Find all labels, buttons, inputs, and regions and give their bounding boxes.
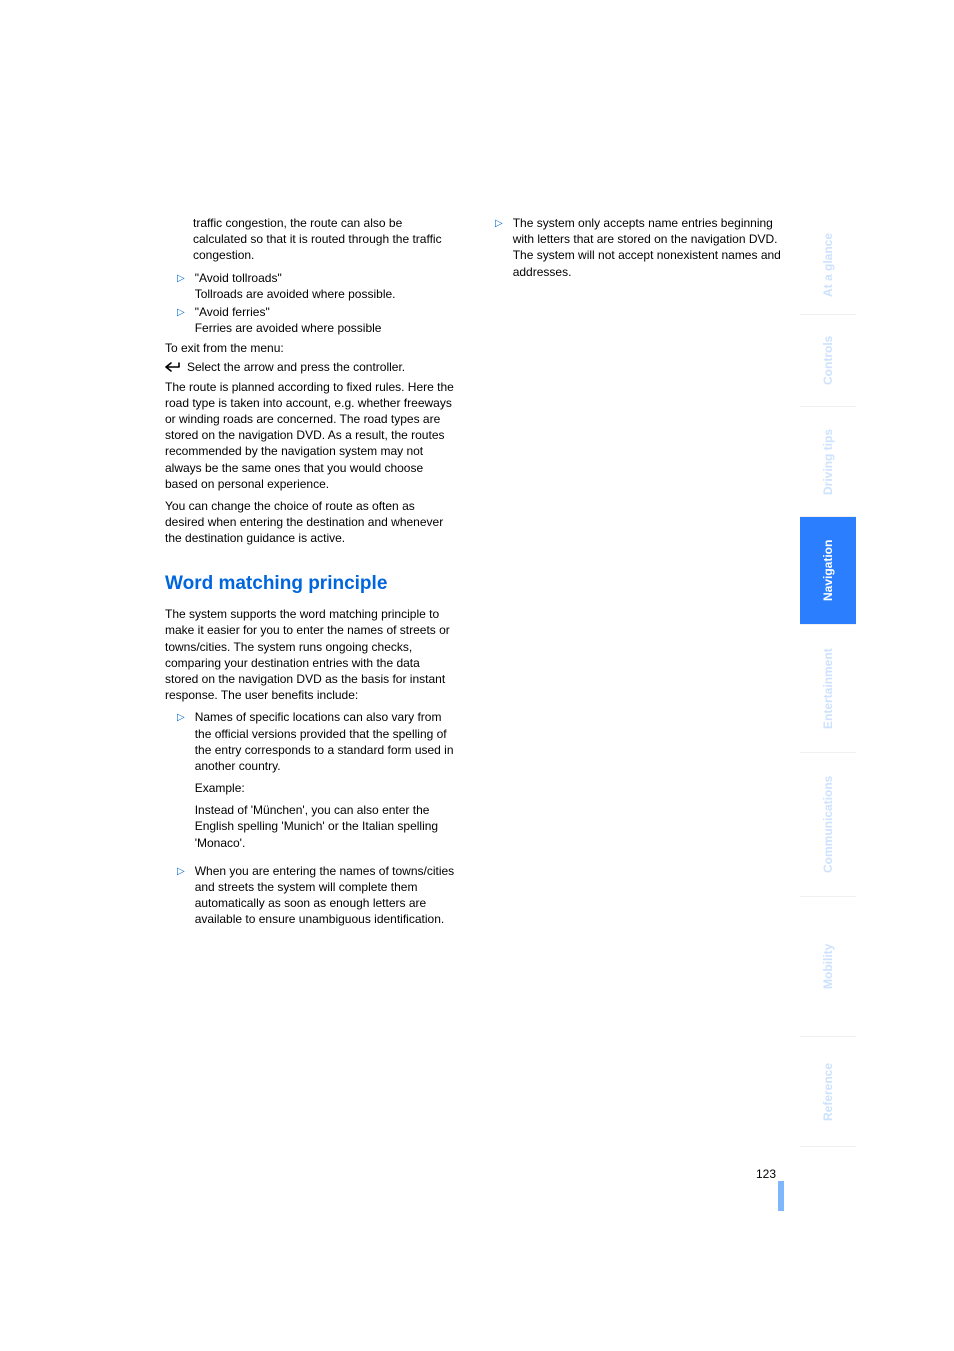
triangle-marker-icon: ▷ (177, 272, 185, 286)
left-column: traffic congestion, the route can also b… (165, 215, 455, 930)
wm-intro: The system supports the word matching pr… (165, 606, 455, 703)
tab-at-a-glance[interactable]: At a glance (800, 215, 856, 315)
bullet-avoid-tollroads: ▷ "Avoid tollroads" Tollroads are avoide… (177, 270, 455, 302)
exit-label: To exit from the menu: (165, 340, 455, 356)
tab-mobility[interactable]: Mobility (800, 897, 856, 1037)
intro-continuation: traffic congestion, the route can also b… (165, 215, 455, 264)
tab-communications[interactable]: Communications (800, 753, 856, 897)
exit-row: Select the arrow and press the controlle… (165, 359, 455, 375)
bullet-title: "Avoid tollroads" (195, 270, 396, 286)
wm-bullet-1: ▷ Names of specific locations can also v… (177, 709, 455, 857)
exit-action: Select the arrow and press the controlle… (187, 359, 405, 375)
triangle-marker-icon: ▷ (495, 217, 503, 231)
wm-b1-p1: Names of specific locations can also var… (195, 709, 455, 774)
bullet-desc: Tollroads are avoided where possible. (195, 286, 396, 302)
right-bullet: ▷ The system only accepts name entries b… (495, 215, 785, 280)
wm-b1-p3: Instead of 'München', you can also enter… (195, 802, 455, 851)
right-column: ▷ The system only accepts name entries b… (495, 215, 785, 282)
page-content: traffic congestion, the route can also b… (165, 215, 785, 930)
page-number: 123 (756, 1167, 776, 1181)
right-bullet-text: The system only accepts name entries beg… (513, 215, 785, 280)
fixed-rules-para: The route is planned according to fixed … (165, 379, 455, 492)
change-choice-para: You can change the choice of route as of… (165, 498, 455, 547)
triangle-marker-icon: ▷ (177, 306, 185, 320)
bullet-title: "Avoid ferries" (195, 304, 382, 320)
bullet-desc: Ferries are avoided where possible (195, 320, 382, 336)
wm-b1-p2: Example: (195, 780, 455, 796)
side-tabs: At a glanceControlsDriving tipsNavigatio… (800, 215, 856, 1147)
triangle-marker-icon: ▷ (177, 865, 185, 879)
wm-bullet-2: ▷ When you are entering the names of tow… (177, 863, 455, 928)
wm-b2-p1: When you are entering the names of towns… (195, 863, 455, 928)
tab-entertainment[interactable]: Entertainment (800, 625, 856, 753)
corner-bar (778, 1181, 784, 1211)
tab-reference[interactable]: Reference (800, 1037, 856, 1147)
back-arrow-icon (165, 361, 183, 373)
bullet-avoid-ferries: ▷ "Avoid ferries" Ferries are avoided wh… (177, 304, 455, 336)
tab-navigation[interactable]: Navigation (800, 517, 856, 625)
tab-controls[interactable]: Controls (800, 315, 856, 407)
tab-driving-tips[interactable]: Driving tips (800, 407, 856, 517)
word-matching-heading: Word matching principle (165, 571, 455, 597)
triangle-marker-icon: ▷ (177, 711, 185, 725)
